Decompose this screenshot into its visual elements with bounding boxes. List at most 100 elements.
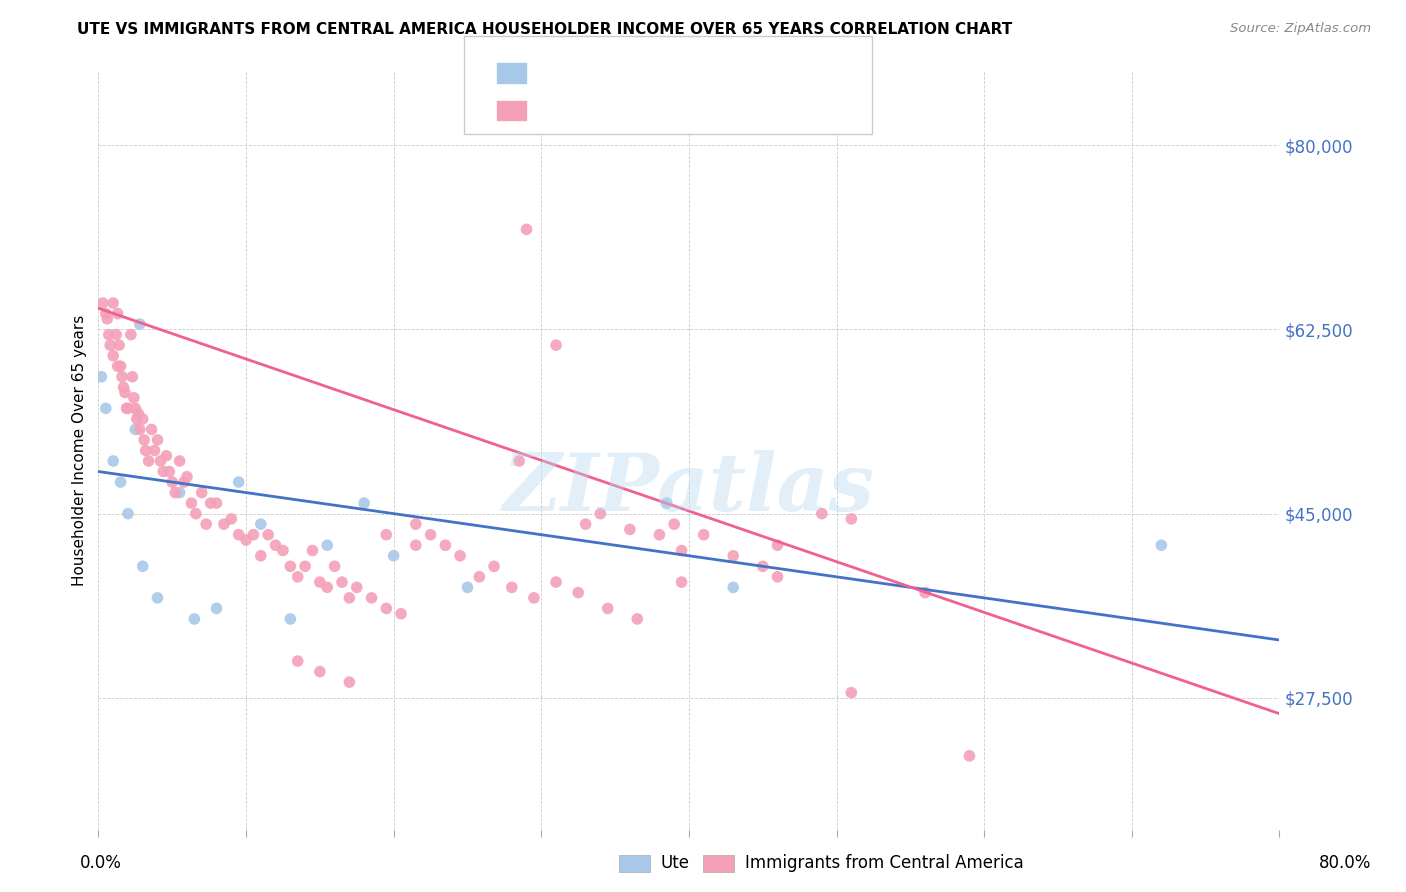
Text: N =: N = [659, 102, 696, 120]
Text: ZIPatlas: ZIPatlas [503, 450, 875, 527]
Point [280, 612, 302, 626]
Text: Source: ZipAtlas.com: Source: ZipAtlas.com [1230, 22, 1371, 36]
Point [752, 559, 775, 574]
Point [309, 665, 332, 679]
Point [195, 517, 218, 532]
Point [124, 401, 146, 416]
Point [294, 559, 316, 574]
Point [103, 454, 125, 468]
Text: UTE VS IMMIGRANTS FROM CENTRAL AMERICA HOUSEHOLDER INCOME OVER 65 YEARS CORRELAT: UTE VS IMMIGRANTS FROM CENTRAL AMERICA H… [77, 22, 1012, 37]
Point [914, 585, 936, 599]
Point [94, 307, 117, 321]
Point [375, 527, 398, 541]
Text: 80.0%: 80.0% [1319, 855, 1371, 872]
Point [287, 654, 309, 668]
Point [143, 443, 166, 458]
Text: R =: R = [544, 64, 581, 82]
Point [138, 454, 160, 468]
Text: R =: R = [544, 102, 581, 120]
Point [257, 527, 280, 541]
Point [655, 496, 678, 510]
Point [96, 311, 118, 326]
Point [121, 369, 143, 384]
Point [152, 465, 174, 479]
Point [115, 401, 138, 416]
Point [162, 475, 183, 489]
Point [108, 338, 131, 352]
Point [125, 412, 148, 426]
Point [271, 543, 294, 558]
Point [180, 496, 202, 510]
Point [405, 517, 427, 532]
Point [90, 369, 112, 384]
Point [105, 327, 128, 342]
Point [132, 412, 155, 426]
Point [141, 422, 163, 436]
Point [287, 570, 309, 584]
Point [567, 585, 589, 599]
Point [146, 591, 169, 605]
Point [149, 454, 172, 468]
Point [122, 391, 145, 405]
Point [124, 422, 146, 436]
Point [135, 443, 157, 458]
Point [91, 296, 114, 310]
Point [134, 433, 156, 447]
Point [516, 222, 538, 236]
Point [165, 485, 187, 500]
Point [959, 748, 981, 763]
Point [107, 359, 129, 374]
Text: Immigrants from Central America: Immigrants from Central America [745, 855, 1024, 872]
Y-axis label: Householder Income Over 65 years: Householder Income Over 65 years [72, 315, 87, 586]
Point [94, 401, 117, 416]
Point [228, 475, 250, 489]
Point [323, 559, 346, 574]
Point [235, 533, 257, 547]
Point [457, 580, 479, 594]
Point [98, 338, 121, 352]
Text: Ute: Ute [661, 855, 690, 872]
Point [128, 422, 150, 436]
Point [523, 591, 546, 605]
Point [316, 538, 339, 552]
Point [841, 512, 863, 526]
Point [183, 612, 205, 626]
Point [110, 359, 132, 374]
Point [501, 580, 523, 594]
Point [671, 543, 693, 558]
Point [648, 527, 671, 541]
Point [449, 549, 471, 563]
Point [110, 475, 132, 489]
Point [693, 527, 716, 541]
Point [810, 507, 832, 521]
Point [221, 512, 243, 526]
Text: -0.712: -0.712 [586, 102, 645, 120]
Point [301, 543, 323, 558]
Text: 105: 105 [695, 102, 730, 120]
Point [228, 527, 250, 541]
Point [132, 559, 155, 574]
Point [205, 496, 228, 510]
Point [546, 575, 568, 590]
Point [173, 475, 195, 489]
Point [434, 538, 457, 552]
Text: -0.355: -0.355 [586, 64, 645, 82]
Point [114, 385, 136, 400]
Point [157, 465, 180, 479]
Point [111, 369, 134, 384]
Point [671, 575, 693, 590]
Point [841, 686, 863, 700]
Point [103, 349, 125, 363]
Point [405, 538, 427, 552]
Point [97, 327, 120, 342]
Point [382, 549, 405, 563]
Point [212, 517, 235, 532]
Point [309, 575, 332, 590]
Point [723, 549, 745, 563]
Point [339, 591, 361, 605]
Point [664, 517, 686, 532]
Point [107, 307, 129, 321]
Point [575, 517, 598, 532]
Point [1150, 538, 1173, 552]
Point [205, 601, 228, 615]
